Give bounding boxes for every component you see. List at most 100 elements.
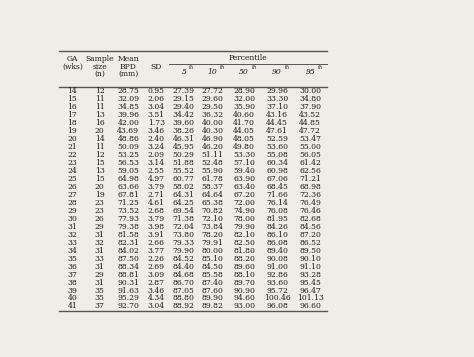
Text: 90.10: 90.10 [299,255,321,263]
Text: 82.31: 82.31 [117,239,139,247]
Text: 2.69: 2.69 [148,263,165,271]
Text: 35: 35 [95,287,105,295]
Text: Mean: Mean [118,55,139,63]
Text: 3.24: 3.24 [148,143,165,151]
Text: th: th [251,65,256,70]
Text: 72.00: 72.00 [233,199,255,207]
Text: 89.70: 89.70 [233,278,255,287]
Text: 16: 16 [68,103,77,111]
Text: 52.59: 52.59 [266,135,288,143]
Text: 84.56: 84.56 [299,223,321,231]
Text: Sample: Sample [85,55,114,63]
Text: 81.80: 81.80 [233,247,255,255]
Text: 40: 40 [68,295,77,302]
Text: 3.04: 3.04 [148,103,165,111]
Text: 84.68: 84.68 [173,271,195,278]
Text: 39.96: 39.96 [117,111,139,119]
Text: 23: 23 [67,159,77,167]
Text: 67.06: 67.06 [266,175,288,183]
Text: 40.30: 40.30 [202,127,224,135]
Text: 92.86: 92.86 [266,271,288,278]
Text: 43.16: 43.16 [266,111,288,119]
Text: 90.90: 90.90 [233,287,255,295]
Text: 79.91: 79.91 [202,239,224,247]
Text: 92.70: 92.70 [118,302,139,311]
Text: 79.33: 79.33 [173,239,195,247]
Text: 3.77: 3.77 [148,247,165,255]
Text: 2.55: 2.55 [148,167,165,175]
Text: 86.10: 86.10 [266,231,288,239]
Text: 27: 27 [68,191,77,199]
Text: 26: 26 [68,183,77,191]
Text: 38: 38 [67,278,77,287]
Text: 41.70: 41.70 [233,119,255,127]
Text: 59.40: 59.40 [233,167,255,175]
Text: 33: 33 [95,255,105,263]
Text: 73.52: 73.52 [117,207,139,215]
Text: 86.70: 86.70 [173,278,195,287]
Text: 70.82: 70.82 [202,207,224,215]
Text: 58.37: 58.37 [202,183,224,191]
Text: 30.00: 30.00 [299,87,321,95]
Text: 81.95: 81.95 [266,215,288,223]
Text: (mm): (mm) [118,70,138,77]
Text: 29: 29 [95,223,105,231]
Text: 4.34: 4.34 [148,295,165,302]
Text: 0.95: 0.95 [148,87,165,95]
Text: th: th [318,65,323,70]
Text: 50.29: 50.29 [173,151,195,159]
Text: 71.38: 71.38 [173,215,195,223]
Text: 53.60: 53.60 [266,143,288,151]
Text: 90.08: 90.08 [266,255,288,263]
Text: 33.30: 33.30 [266,95,288,103]
Text: 2.66: 2.66 [148,239,165,247]
Text: 100.46: 100.46 [264,295,291,302]
Text: 88.34: 88.34 [117,263,139,271]
Text: 68.45: 68.45 [266,183,288,191]
Text: 88.20: 88.20 [233,255,255,263]
Text: 3.79: 3.79 [148,215,165,223]
Text: 59.05: 59.05 [118,167,139,175]
Text: 84.26: 84.26 [266,223,288,231]
Text: 19: 19 [95,191,105,199]
Text: 42.00: 42.00 [118,119,139,127]
Text: 35: 35 [95,295,105,302]
Text: 76.14: 76.14 [266,199,288,207]
Text: 50.09: 50.09 [118,143,139,151]
Text: 93.00: 93.00 [233,302,255,311]
Text: 82.10: 82.10 [233,231,255,239]
Text: 55.08: 55.08 [266,151,288,159]
Text: 64.31: 64.31 [173,191,195,199]
Text: 2.71: 2.71 [148,191,165,199]
Text: 34.85: 34.85 [117,103,139,111]
Text: 93.28: 93.28 [299,271,321,278]
Text: 67.81: 67.81 [118,191,139,199]
Text: 63.90: 63.90 [233,175,255,183]
Text: 81.58: 81.58 [118,231,139,239]
Text: th: th [284,65,290,70]
Text: 13: 13 [95,167,105,175]
Text: th: th [189,65,194,70]
Text: SD: SD [151,63,162,71]
Text: 53.47: 53.47 [299,135,321,143]
Text: 86.08: 86.08 [266,239,288,247]
Text: 57.10: 57.10 [233,159,255,167]
Text: 39.60: 39.60 [173,119,195,127]
Text: 29.15: 29.15 [173,95,195,103]
Text: 95.45: 95.45 [299,278,321,287]
Text: 56.53: 56.53 [117,159,139,167]
Text: GA: GA [67,55,78,63]
Text: 64.25: 64.25 [173,199,195,207]
Text: 4.61: 4.61 [148,199,165,207]
Text: 46.90: 46.90 [202,135,224,143]
Text: 48.86: 48.86 [118,135,139,143]
Text: 52.48: 52.48 [202,159,224,167]
Text: size: size [92,63,107,71]
Text: 89.90: 89.90 [202,295,224,302]
Text: 26: 26 [95,215,105,223]
Text: 41: 41 [68,302,77,311]
Text: 91.63: 91.63 [117,287,139,295]
Text: 3.09: 3.09 [148,271,165,278]
Text: 84.40: 84.40 [173,263,195,271]
Text: 30: 30 [67,215,77,223]
